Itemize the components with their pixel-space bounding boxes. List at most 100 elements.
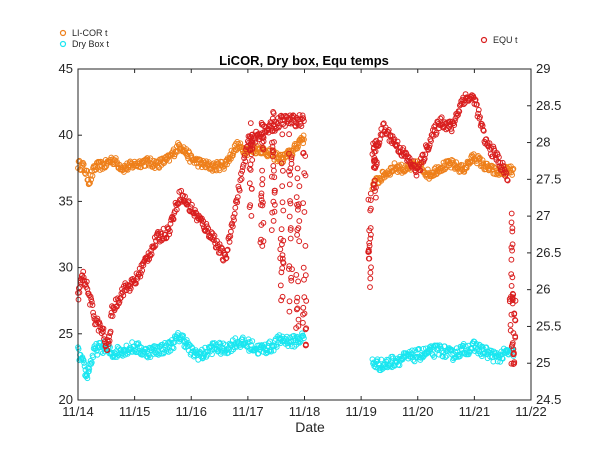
data-point (426, 144, 433, 151)
data-point (507, 166, 514, 173)
data-point (378, 356, 385, 363)
data-point (486, 140, 493, 147)
data-point (414, 346, 421, 353)
data-point (231, 217, 237, 224)
data-point (455, 112, 461, 118)
data-point (192, 207, 198, 213)
data-point (451, 122, 458, 128)
data-point (270, 163, 277, 169)
data-point (296, 218, 303, 224)
data-point (507, 322, 514, 328)
y-left-tick-label: 35 (59, 193, 73, 208)
data-point (504, 177, 511, 184)
legend-top-left: LI-COR t Dry Box t (59, 28, 110, 49)
data-point (296, 183, 303, 190)
data-point (90, 309, 96, 316)
data-point (81, 360, 87, 366)
data-point (180, 332, 187, 339)
data-point (259, 139, 266, 146)
data-point (280, 121, 287, 127)
legend-marker-equ (480, 36, 488, 44)
data-point (239, 164, 246, 171)
y-right-tick-label: 25 (536, 355, 550, 370)
data-point (288, 156, 295, 163)
y-right-tick-label: 28.5 (536, 98, 561, 113)
data-point (173, 206, 180, 213)
data-point (301, 209, 308, 215)
data-point (412, 347, 419, 354)
data-point (269, 173, 275, 180)
data-point (258, 193, 265, 200)
data-point (511, 310, 518, 317)
data-point (496, 354, 503, 361)
data-point (366, 240, 373, 246)
data-point (260, 138, 267, 145)
data-point (278, 297, 285, 304)
data-point (226, 239, 233, 245)
data-point (270, 109, 277, 115)
data-point (372, 148, 379, 155)
data-point (279, 265, 286, 272)
data-point (238, 176, 245, 182)
data-point (440, 353, 446, 360)
data-point (508, 219, 515, 226)
data-point (209, 351, 215, 358)
data-point (279, 183, 286, 190)
data-point (205, 225, 212, 232)
data-point (139, 267, 146, 274)
data-point (510, 361, 517, 368)
data-point (105, 341, 112, 348)
data-point (279, 293, 286, 300)
y-right-tick-label: 27 (536, 208, 550, 223)
data-point (271, 187, 278, 194)
legend-top-right: EQU t (480, 35, 518, 45)
data-point (94, 351, 101, 358)
data-point (258, 190, 265, 197)
data-point (368, 264, 374, 271)
data-point (182, 193, 188, 200)
data-point (424, 166, 431, 173)
data-point (442, 165, 449, 172)
data-point (146, 256, 153, 263)
data-point (271, 208, 278, 215)
data-point (259, 176, 266, 182)
data-point (366, 242, 373, 249)
y-left-tick-label: 25 (59, 326, 73, 341)
data-point (248, 151, 255, 158)
data-point (228, 228, 234, 235)
data-point (510, 165, 517, 172)
data-point (373, 194, 379, 201)
data-point (287, 200, 294, 207)
data-point (232, 204, 239, 211)
chart-title: LiCOR, Dry box, Equ temps (219, 53, 389, 68)
data-point (80, 161, 87, 168)
data-point (499, 355, 506, 362)
data-point (367, 275, 374, 282)
data-point (292, 123, 299, 130)
data-point (428, 138, 434, 145)
data-point (302, 243, 309, 249)
data-point (508, 271, 515, 278)
x-tick-label: 11/15 (119, 404, 151, 419)
data-point (295, 316, 302, 323)
data-point (457, 353, 463, 360)
data-point (477, 114, 483, 120)
data-point (88, 299, 95, 305)
data-point (496, 154, 502, 161)
data-point (269, 144, 276, 150)
data-point (422, 151, 429, 158)
data-point (453, 113, 460, 119)
data-point (210, 234, 217, 241)
data-point (236, 187, 243, 194)
data-point (104, 347, 111, 354)
data-point (474, 101, 480, 108)
legend-label-equ: EQU t (493, 35, 518, 45)
data-point (258, 120, 265, 126)
data-point (151, 244, 158, 251)
data-point (279, 241, 285, 248)
data-point (372, 177, 378, 184)
data-point (286, 168, 292, 175)
plot-marks (75, 91, 519, 382)
data-point (365, 246, 372, 253)
